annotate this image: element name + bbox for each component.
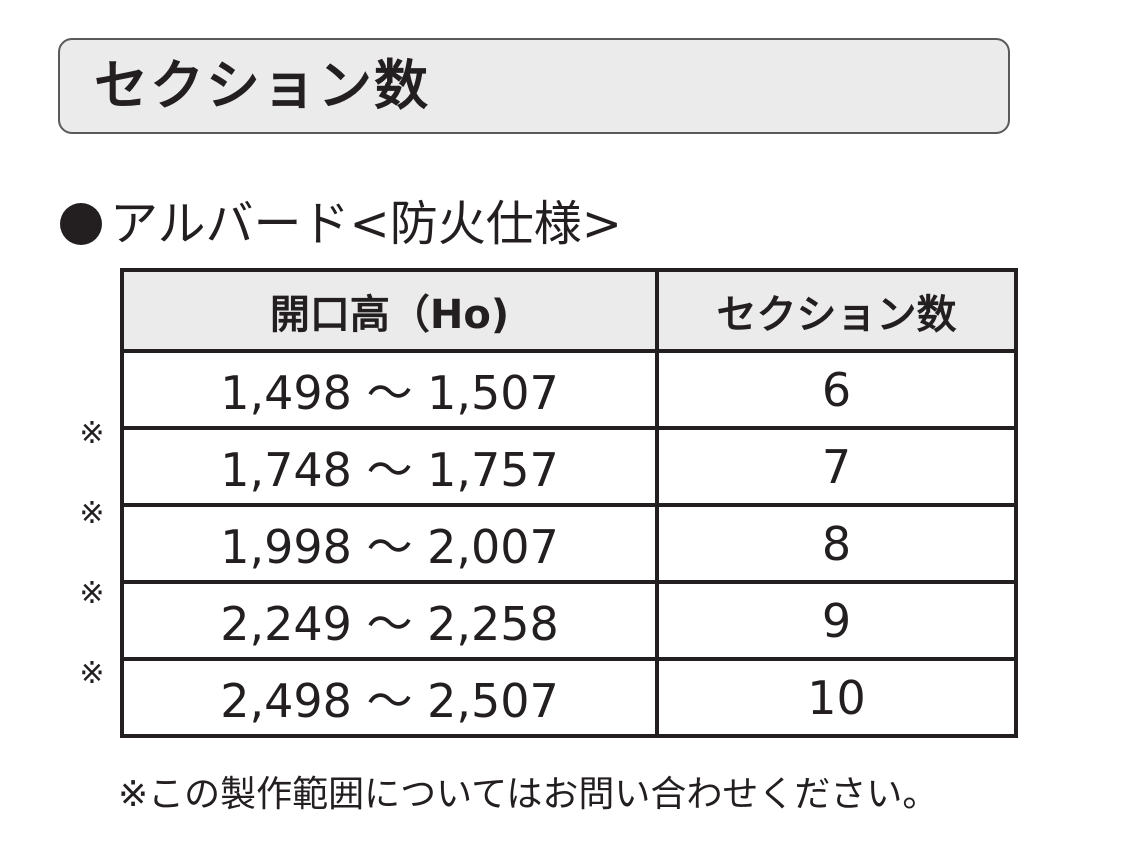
opening-height-range: 1,748 ～ 1,757 bbox=[120, 426, 659, 507]
note-mark: ※ bbox=[79, 576, 105, 611]
page-title: セクション数 bbox=[94, 54, 430, 117]
table-row: 2,249 ～ 2,258 9 bbox=[120, 580, 1018, 661]
opening-height-range: 2,249 ～ 2,258 bbox=[120, 580, 659, 661]
bullet-icon bbox=[60, 203, 102, 245]
opening-height-range: 1,998 ～ 2,007 bbox=[120, 503, 659, 584]
section-count: 9 bbox=[655, 580, 1018, 661]
section-count: 10 bbox=[655, 657, 1018, 738]
section-heading: アルバード<防火仕様> bbox=[60, 194, 622, 254]
section-count: 7 bbox=[655, 426, 1018, 507]
opening-height-range: 1,498 ～ 1,507 bbox=[120, 349, 659, 430]
section-count: 8 bbox=[655, 503, 1018, 584]
table-row: 1,748 ～ 1,757 7 bbox=[120, 426, 1018, 507]
table-row: 1,998 ～ 2,007 8 bbox=[120, 503, 1018, 584]
opening-height-range: 2,498 ～ 2,507 bbox=[120, 657, 659, 738]
table-row: 1,498 ～ 1,507 6 bbox=[120, 349, 1018, 430]
table-row: 2,498 ～ 2,507 10 bbox=[120, 657, 1018, 738]
header-section-count: セクション数 bbox=[655, 268, 1018, 353]
note-mark: ※ bbox=[79, 656, 105, 691]
footnote: ※この製作範囲についてはお問い合わせください。 bbox=[118, 774, 939, 815]
section-heading-label: アルバード<防火仕様> bbox=[110, 196, 622, 252]
note-mark: ※ bbox=[79, 416, 105, 451]
sections-table: 開口高（Ho) セクション数 1,498 ～ 1,507 6 1,748 ～ 1… bbox=[120, 268, 1018, 738]
title-box: セクション数 bbox=[58, 38, 1010, 134]
header-opening-height: 開口高（Ho) bbox=[120, 268, 659, 353]
note-mark: ※ bbox=[79, 496, 105, 531]
section-count: 6 bbox=[655, 349, 1018, 430]
table-header-row: 開口高（Ho) セクション数 bbox=[120, 268, 1018, 353]
